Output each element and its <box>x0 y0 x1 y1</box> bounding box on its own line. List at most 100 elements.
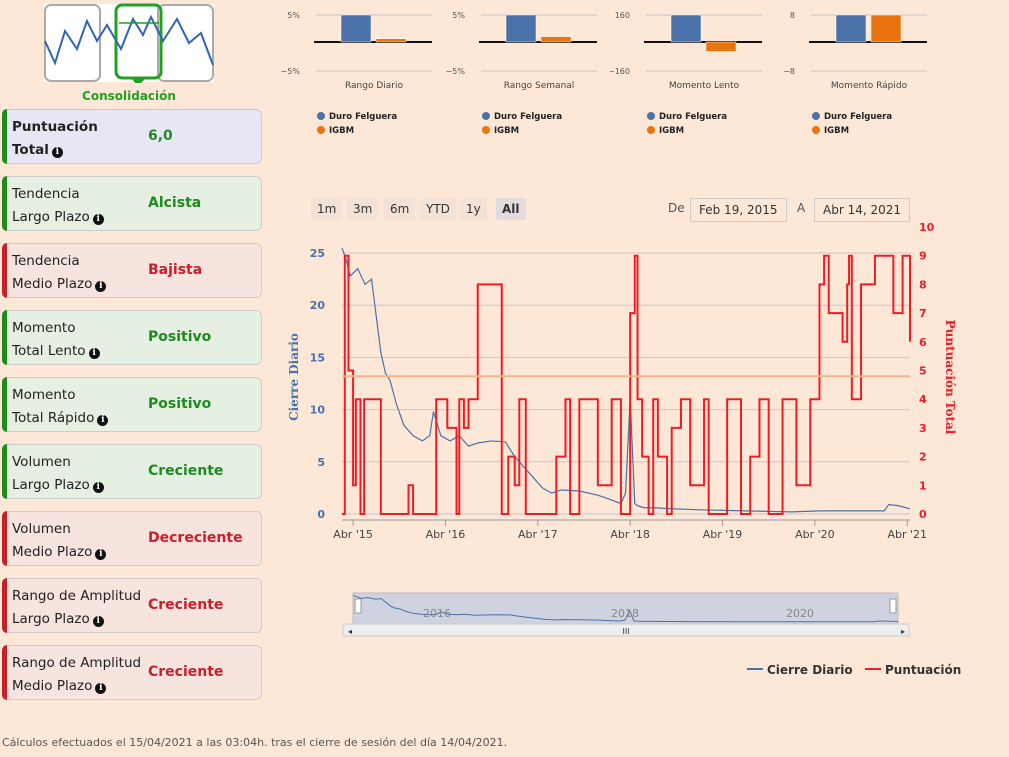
left-ytick-label: 5 <box>317 456 325 469</box>
card-title-line2: Total i <box>12 142 63 158</box>
mini-chart-rango-diario: 5% −5% Rango Diario Duro Felguera IGBM <box>281 11 432 136</box>
range-from-input[interactable]: Feb 19, 2015 <box>690 198 787 222</box>
info-icon[interactable]: i <box>95 281 107 292</box>
mini-legend-label: Duro Felguera <box>659 112 727 122</box>
mini-bar-igbm <box>540 36 572 43</box>
right-ytick-label: 7 <box>919 307 927 320</box>
mini-bar-duro-felguera <box>670 14 702 43</box>
consolidation-logo <box>44 3 214 83</box>
card-title-line1: Rango de Amplitud <box>12 655 142 671</box>
left-ytick-label: 15 <box>310 351 325 364</box>
range-button-all[interactable]: All <box>496 198 526 220</box>
range-button-6m[interactable]: 6m <box>384 198 416 220</box>
right-ytick-label: 2 <box>919 451 927 464</box>
legend-puntuacion[interactable]: Puntuación <box>865 663 961 677</box>
left-ytick-label: 0 <box>317 508 325 521</box>
card-title-line2: Largo Plazo i <box>12 611 104 627</box>
card-title-line2: Largo Plazo i <box>12 477 104 493</box>
mini-chart-title: Momento Lento <box>669 81 740 91</box>
mini-legend-marker <box>317 112 325 120</box>
mini-legend-marker <box>647 112 655 120</box>
xtick-label: Abr '17 <box>518 528 558 541</box>
mini-chart-rango-semanal: 5% −5% Rango Semanal Duro Felguera IGBM <box>446 11 597 136</box>
card-value: Positivo <box>148 329 212 345</box>
info-icon[interactable]: i <box>92 482 104 493</box>
range-button-1y[interactable]: 1y <box>460 198 487 220</box>
card-title-line1: Momento <box>12 387 76 403</box>
mini-legend-marker <box>647 126 655 134</box>
card-value: Creciente <box>148 597 224 613</box>
card-title-line2-text: Largo Plazo <box>12 209 90 225</box>
range-button-1m[interactable]: 1m <box>311 198 343 220</box>
xtick-label: Abr '21 <box>887 528 927 541</box>
info-icon[interactable]: i <box>95 683 107 694</box>
mini-legend-label: Duro Felguera <box>494 112 562 122</box>
mini-ytick-label: −160 <box>610 67 630 76</box>
mini-ytick-label: 5% <box>452 11 465 20</box>
indicator-card: Puntuación Total i 6,0 <box>2 109 262 164</box>
left-ytick-label: 25 <box>310 247 325 260</box>
right-axis-title: Puntuación Total <box>943 320 957 435</box>
mini-legend-marker <box>812 126 820 134</box>
legend-puntuacion-label: Puntuación <box>885 663 962 677</box>
info-icon[interactable]: i <box>51 147 63 158</box>
indicator-card: Tendencia Largo Plazo i Alcista <box>2 176 262 231</box>
info-icon[interactable]: i <box>92 214 104 225</box>
card-title-line2: Medio Plazo i <box>12 678 107 694</box>
indicator-card: Rango de Amplitud Largo Plazo i Creciente <box>2 578 262 633</box>
xtick-label: Abr '19 <box>703 528 743 541</box>
xtick-label: Abr '20 <box>795 528 835 541</box>
footer-note: Cálculos efectuados el 15/04/2021 a las … <box>2 736 508 749</box>
card-accent-bar <box>2 377 7 432</box>
info-icon[interactable]: i <box>95 549 107 560</box>
left-ytick-label: 20 <box>310 299 326 312</box>
info-icon[interactable]: i <box>97 415 109 426</box>
mini-bar-igbm <box>870 14 902 43</box>
card-title-line2-text: Total Rápido <box>12 410 95 426</box>
card-title-line1: Volumen <box>12 454 71 470</box>
card-title-line2: Total Rápido i <box>12 410 109 426</box>
range-to-input[interactable]: Abr 14, 2021 <box>814 198 911 222</box>
mini-ytick-label: −5% <box>446 67 466 76</box>
info-icon[interactable]: i <box>88 348 100 359</box>
mini-ytick-label: −8 <box>783 67 795 76</box>
card-value: Creciente <box>148 463 224 479</box>
range-button-3m[interactable]: 3m <box>347 198 379 220</box>
mini-legend-marker <box>812 112 820 120</box>
mini-ytick-label: −5% <box>281 67 301 76</box>
info-icon[interactable]: i <box>92 616 104 627</box>
mini-chart-momento-rapido: 8 −8 Momento Rápido Duro Felguera IGBM <box>783 11 927 136</box>
mini-legend-label: Duro Felguera <box>329 112 397 122</box>
legend-cierre-diario[interactable]: Cierre Diario <box>747 663 853 677</box>
mini-ytick-label: 5% <box>287 11 300 20</box>
card-title-line2-text: Medio Plazo <box>12 276 93 292</box>
card-accent-bar <box>2 511 7 566</box>
right-ytick-label: 8 <box>919 278 927 291</box>
card-title-line2-text: Total <box>12 142 49 158</box>
logo-label: Consolidación <box>82 89 176 103</box>
mini-legend-label: Duro Felguera <box>824 112 892 122</box>
mini-legend-label: IGBM <box>494 126 519 136</box>
card-accent-bar <box>2 444 7 499</box>
right-ytick-label: 3 <box>919 422 927 435</box>
range-from-label: De <box>668 201 685 215</box>
card-title-line2-text: Medio Plazo <box>12 678 93 694</box>
left-ytick-label: 10 <box>310 404 326 417</box>
mini-legend-marker <box>482 126 490 134</box>
card-accent-bar <box>2 578 7 633</box>
mini-bar-igbm <box>705 41 737 52</box>
card-value: Creciente <box>148 664 224 680</box>
card-value: Bajista <box>148 262 203 278</box>
mini-bar-duro-felguera <box>340 14 372 43</box>
right-ytick-label: 9 <box>919 250 927 263</box>
right-ytick-label: 5 <box>919 365 927 378</box>
mini-bar-duro-felguera <box>505 14 537 43</box>
card-accent-bar <box>2 176 7 231</box>
card-title-line2: Medio Plazo i <box>12 276 107 292</box>
xtick-label: Abr '16 <box>426 528 466 541</box>
range-button-ytd[interactable]: YTD <box>420 198 456 220</box>
xtick-label: Abr '18 <box>610 528 650 541</box>
card-value: Decreciente <box>148 530 243 546</box>
right-ytick-label: 4 <box>919 393 927 406</box>
